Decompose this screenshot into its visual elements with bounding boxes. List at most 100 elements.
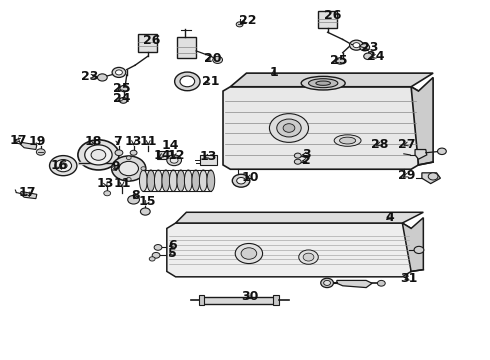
Circle shape bbox=[349, 40, 363, 50]
Ellipse shape bbox=[177, 170, 185, 192]
Polygon shape bbox=[20, 142, 37, 149]
Text: 31: 31 bbox=[400, 272, 417, 285]
Ellipse shape bbox=[340, 137, 356, 144]
Circle shape bbox=[321, 278, 333, 288]
Text: 13: 13 bbox=[199, 150, 217, 163]
Circle shape bbox=[85, 145, 112, 165]
Circle shape bbox=[438, 148, 446, 154]
Circle shape bbox=[112, 156, 146, 181]
Polygon shape bbox=[337, 280, 372, 288]
Ellipse shape bbox=[192, 170, 200, 192]
Circle shape bbox=[154, 244, 162, 250]
Circle shape bbox=[232, 174, 250, 187]
Circle shape bbox=[237, 177, 245, 184]
Text: 13: 13 bbox=[97, 177, 115, 190]
Circle shape bbox=[235, 243, 263, 264]
Circle shape bbox=[120, 85, 129, 92]
Text: 26: 26 bbox=[324, 9, 342, 22]
Polygon shape bbox=[176, 37, 196, 58]
Circle shape bbox=[36, 149, 45, 155]
Circle shape bbox=[270, 114, 309, 142]
Circle shape bbox=[116, 70, 122, 75]
Circle shape bbox=[55, 159, 72, 172]
Text: 24: 24 bbox=[113, 93, 130, 105]
Polygon shape bbox=[402, 218, 423, 271]
Polygon shape bbox=[230, 73, 433, 87]
Text: 6: 6 bbox=[169, 239, 177, 252]
Text: 11: 11 bbox=[140, 135, 157, 148]
Circle shape bbox=[336, 58, 344, 64]
Circle shape bbox=[126, 177, 131, 181]
Text: 4: 4 bbox=[385, 211, 394, 224]
Text: 25: 25 bbox=[330, 54, 347, 67]
Circle shape bbox=[128, 195, 140, 204]
Text: 19: 19 bbox=[28, 135, 46, 148]
Circle shape bbox=[174, 72, 200, 91]
Text: 21: 21 bbox=[202, 75, 220, 88]
Circle shape bbox=[170, 157, 178, 163]
Text: 11: 11 bbox=[113, 177, 131, 190]
Ellipse shape bbox=[316, 81, 331, 85]
Text: 28: 28 bbox=[371, 138, 389, 150]
Text: 10: 10 bbox=[241, 171, 259, 184]
Polygon shape bbox=[175, 212, 423, 223]
Polygon shape bbox=[411, 77, 433, 165]
Circle shape bbox=[49, 156, 77, 176]
Bar bbox=[273, 296, 279, 305]
Circle shape bbox=[360, 44, 369, 51]
Ellipse shape bbox=[162, 170, 170, 192]
Circle shape bbox=[112, 67, 126, 77]
Circle shape bbox=[236, 22, 243, 27]
Bar bbox=[157, 151, 171, 159]
Ellipse shape bbox=[184, 170, 192, 192]
Text: 23: 23 bbox=[361, 41, 378, 54]
Circle shape bbox=[167, 155, 181, 166]
Text: 16: 16 bbox=[50, 159, 68, 172]
Text: 23: 23 bbox=[81, 69, 99, 82]
Polygon shape bbox=[223, 87, 418, 169]
Text: 2: 2 bbox=[302, 154, 311, 167]
Circle shape bbox=[283, 124, 295, 132]
Text: 17: 17 bbox=[19, 186, 36, 199]
Circle shape bbox=[112, 167, 117, 170]
Circle shape bbox=[377, 280, 385, 286]
Ellipse shape bbox=[301, 76, 345, 90]
Text: 20: 20 bbox=[204, 51, 222, 64]
Text: 25: 25 bbox=[113, 82, 130, 95]
Bar bbox=[139, 35, 157, 51]
Ellipse shape bbox=[170, 170, 177, 192]
Ellipse shape bbox=[334, 135, 361, 146]
Circle shape bbox=[152, 252, 160, 258]
Circle shape bbox=[303, 253, 314, 261]
Bar bbox=[200, 155, 217, 165]
Circle shape bbox=[324, 280, 331, 285]
Ellipse shape bbox=[199, 170, 207, 192]
Circle shape bbox=[353, 42, 360, 48]
Circle shape bbox=[213, 56, 222, 63]
Text: 12: 12 bbox=[168, 149, 185, 162]
Circle shape bbox=[104, 191, 111, 196]
Circle shape bbox=[364, 53, 372, 59]
Text: 7: 7 bbox=[114, 135, 122, 148]
Ellipse shape bbox=[147, 170, 155, 192]
Circle shape bbox=[115, 150, 123, 156]
Polygon shape bbox=[201, 297, 274, 304]
Polygon shape bbox=[415, 149, 427, 159]
Circle shape bbox=[91, 149, 106, 160]
Circle shape bbox=[294, 153, 301, 158]
Text: 29: 29 bbox=[397, 169, 415, 182]
Text: 30: 30 bbox=[241, 291, 259, 303]
Circle shape bbox=[130, 150, 137, 155]
Circle shape bbox=[119, 161, 139, 176]
Circle shape bbox=[149, 257, 155, 261]
Text: 9: 9 bbox=[112, 160, 121, 173]
Polygon shape bbox=[20, 192, 37, 199]
Ellipse shape bbox=[309, 79, 338, 87]
Circle shape bbox=[299, 250, 318, 264]
Text: 14: 14 bbox=[153, 149, 171, 162]
Text: 18: 18 bbox=[85, 135, 102, 148]
Circle shape bbox=[428, 173, 438, 180]
Text: 5: 5 bbox=[168, 247, 177, 260]
Text: 24: 24 bbox=[367, 50, 385, 63]
Text: 22: 22 bbox=[239, 14, 256, 27]
